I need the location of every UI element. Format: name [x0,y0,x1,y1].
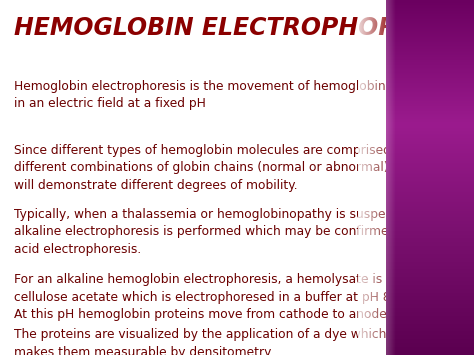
Text: Typically, when a thalassemia or hemoglobinopathy is suspected, an
alkaline elec: Typically, when a thalassemia or hemoglo… [14,208,436,256]
Text: Hemoglobin electrophoresis is the movement of hemoglobin proteins
in an electric: Hemoglobin electrophoresis is the moveme… [14,80,440,110]
Text: Since different types of hemoglobin molecules are comprised of
different combina: Since different types of hemoglobin mole… [14,144,424,192]
Text: HEMOGLOBIN ELECTROPHORESIS: HEMOGLOBIN ELECTROPHORESIS [14,16,456,40]
Text: For an alkaline hemoglobin electrophoresis, a hemolysate is applied to
cellulose: For an alkaline hemoglobin electrophores… [14,273,447,321]
Text: The proteins are visualized by the application of a dye which also
makes them me: The proteins are visualized by the appli… [14,328,415,355]
